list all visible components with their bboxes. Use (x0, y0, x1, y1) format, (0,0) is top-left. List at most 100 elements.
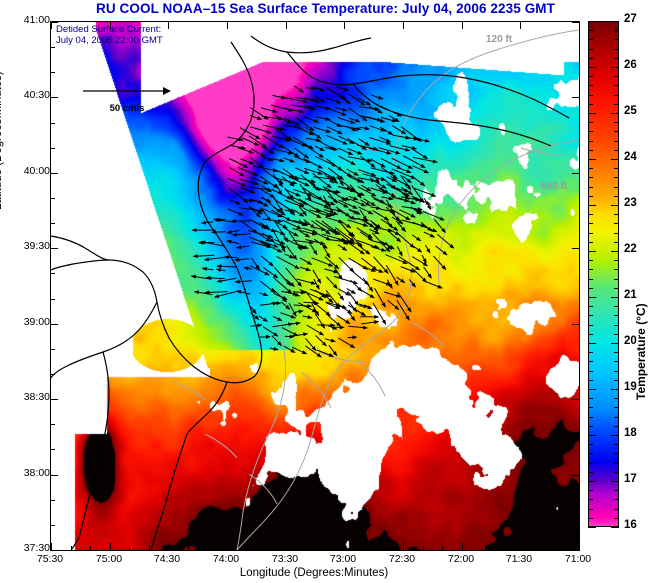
x-axis-minor-tick (247, 546, 248, 550)
sst-map-plot[interactable]: Detided Surface Current: July 04, 2006 2… (50, 21, 580, 551)
colorbar-minor-tick (588, 49, 593, 50)
x-axis-tick (344, 543, 345, 550)
colorbar-minor-tick (614, 85, 619, 86)
y-axis-tick (51, 173, 58, 174)
colorbar-minor-tick (614, 288, 619, 289)
colorbar-major-tick (611, 481, 619, 482)
colorbar-minor-tick (614, 325, 619, 326)
x-axis-tick (168, 543, 169, 550)
x-axis-minor-tick (71, 546, 72, 550)
colorbar-minor-tick (588, 260, 593, 261)
colorbar-minor-tick (614, 371, 619, 372)
colorbar-minor-tick (614, 131, 619, 132)
colorbar-major-tick (611, 251, 619, 252)
colorbar-minor-tick (614, 196, 619, 197)
colorbar-minor-tick (588, 453, 593, 454)
y-axis-tick (572, 475, 579, 476)
y-axis-tick (572, 248, 579, 249)
x-axis-minor-tick (481, 546, 482, 550)
colorbar-minor-tick (614, 463, 619, 464)
colorbar-major-tick (611, 205, 619, 206)
colorbar-minor-tick (614, 426, 619, 427)
y-axis-minor-tick (51, 374, 55, 375)
colorbar-major-tick (588, 481, 596, 482)
annotation-line-2: July 04, 2006 22:00 GMT (56, 35, 163, 46)
colorbar[interactable]: 27 26 25 24 23 22 21 20 19 18 17 16 (588, 13, 637, 531)
vector-arrows (190, 85, 455, 358)
colorbar-minor-tick (614, 39, 619, 40)
y-tick-label: 40:30 (23, 89, 50, 101)
current-annotation: Detided Surface Current: July 04, 2006 2… (56, 24, 163, 46)
y-axis-tick (51, 22, 58, 23)
colorbar-major-tick (611, 159, 619, 160)
y-tick-label: 38:30 (23, 391, 50, 403)
colorbar-minor-tick (588, 334, 593, 335)
y-axis-tick (572, 173, 579, 174)
colorbar-minor-tick (588, 214, 593, 215)
y-axis-minor-tick (51, 123, 55, 124)
y-tick-label: 41:00 (23, 14, 50, 26)
colorbar-minor-tick (614, 214, 619, 215)
x-axis-minor-tick (501, 546, 502, 550)
y-axis-tick (51, 324, 58, 325)
y-axis-tick (51, 97, 58, 98)
colorbar-minor-tick (614, 306, 619, 307)
colorbar-minor-tick (614, 509, 619, 510)
x-axis-label: Longitude (Degrees:Minutes) (239, 567, 389, 579)
x-axis-minor-tick (325, 546, 326, 550)
colorbar-minor-tick (614, 104, 619, 105)
y-axis-minor-tick (51, 349, 55, 350)
x-tick-label: 72:00 (447, 553, 475, 565)
colorbar-minor-tick (588, 518, 593, 519)
colorbar-tick-label: 19 (624, 381, 637, 393)
colorbar-minor-tick (588, 426, 593, 427)
x-axis-minor-tick (305, 546, 306, 550)
y-axis-minor-tick (51, 47, 55, 48)
x-axis-minor-tick (540, 546, 541, 550)
colorbar-minor-tick (588, 361, 593, 362)
x-axis-minor-tick (364, 546, 365, 550)
colorbar-minor-tick (614, 233, 619, 234)
colorbar-major-tick (611, 435, 619, 436)
colorbar-minor-tick (614, 122, 619, 123)
colorbar-minor-tick (614, 58, 619, 59)
colorbar-tick-label: 16 (624, 519, 637, 531)
page-title: RU COOL NOAA–15 Sea Surface Temperature:… (96, 1, 555, 16)
colorbar-minor-tick (614, 95, 619, 96)
colorbar-minor-tick (588, 223, 593, 224)
colorbar-minor-tick (614, 334, 619, 335)
colorbar-minor-tick (588, 104, 593, 105)
colorbar-tick-label: 24 (624, 151, 637, 163)
colorbar-major-tick (611, 297, 619, 298)
x-axis: 75:30 75:00 74:30 74:00 73:30 73:00 72:30 72:00… (0, 549, 651, 579)
colorbar-minor-tick (614, 444, 619, 445)
colorbar-minor-tick (614, 30, 619, 31)
x-axis-tick (286, 543, 287, 550)
colorbar-major-tick (611, 389, 619, 390)
x-axis-tick (51, 22, 52, 29)
colorbar-minor-tick (588, 472, 593, 473)
colorbar-minor-tick (588, 58, 593, 59)
colorbar-minor-tick (588, 352, 593, 353)
colorbar-gradient (588, 21, 619, 527)
x-axis-minor-tick (423, 546, 424, 550)
colorbar-minor-tick (588, 196, 593, 197)
colorbar-minor-tick (614, 407, 619, 408)
colorbar-minor-tick (588, 444, 593, 445)
y-axis-minor-tick (51, 72, 55, 73)
colorbar-minor-tick (588, 407, 593, 408)
x-tick-label: 73:00 (329, 553, 357, 565)
y-tick-label: 40:00 (23, 165, 50, 177)
colorbar-minor-tick (588, 30, 593, 31)
colorbar-minor-tick (588, 242, 593, 243)
colorbar-major-tick (588, 343, 596, 344)
y-axis-tick (572, 324, 579, 325)
x-axis-minor-tick (207, 546, 208, 550)
colorbar-minor-tick (588, 499, 593, 500)
colorbar-minor-tick (614, 177, 619, 178)
colorbar-minor-tick (614, 352, 619, 353)
colorbar-minor-tick (588, 398, 593, 399)
y-axis-minor-tick (51, 148, 55, 149)
y-axis-label: Latitude (Degrees:Minutes) (0, 71, 4, 210)
x-axis-tick (110, 543, 111, 550)
